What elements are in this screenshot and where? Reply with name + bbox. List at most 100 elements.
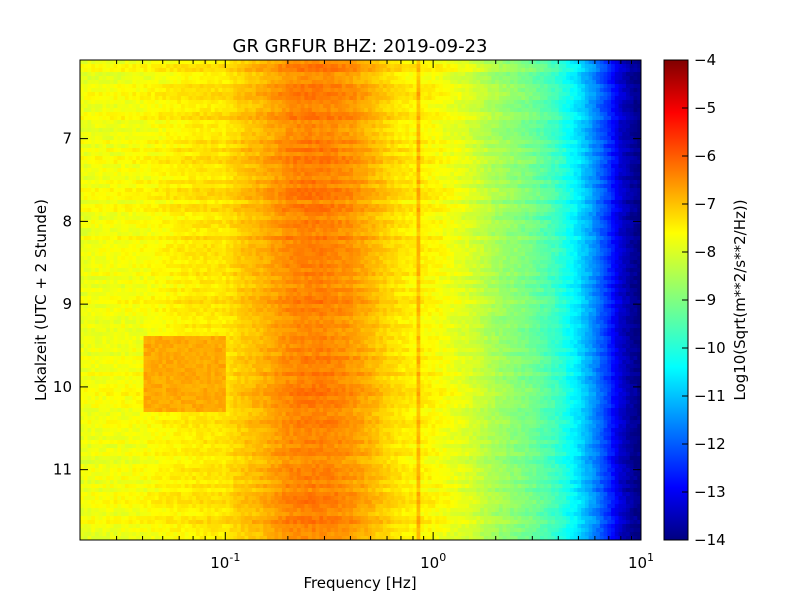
- heatmap-cell: [143, 128, 148, 133]
- heatmap-cell: [154, 304, 160, 309]
- heatmap-cell: [210, 188, 216, 193]
- heatmap-cell: [83, 68, 89, 73]
- heatmap-cell: [106, 412, 111, 417]
- heatmap-cell: [128, 328, 133, 333]
- heatmap-cell: [139, 120, 145, 125]
- heatmap-cell: [162, 280, 167, 285]
- heatmap-cell: [139, 464, 145, 469]
- heatmap-cell: [151, 512, 156, 517]
- heatmap-cell: [195, 68, 201, 73]
- heatmap-cell: [83, 324, 89, 329]
- heatmap-cell: [222, 384, 227, 389]
- heatmap-cell: [199, 376, 205, 381]
- heatmap-cell: [124, 128, 130, 133]
- heatmap-cell: [94, 468, 100, 473]
- heatmap-cell: [109, 420, 115, 425]
- heatmap-cell: [173, 476, 178, 481]
- heatmap-cell: [180, 80, 186, 85]
- heatmap-cell: [147, 300, 152, 305]
- heatmap-cell: [124, 416, 130, 421]
- heatmap-cell: [151, 152, 156, 157]
- heatmap-cell: [106, 184, 111, 189]
- heatmap-cell: [80, 148, 85, 153]
- heatmap-cell: [87, 172, 92, 177]
- heatmap-cell: [207, 364, 212, 369]
- heatmap-cell: [229, 276, 234, 281]
- heatmap-cell: [229, 392, 234, 397]
- heatmap-cell: [180, 152, 186, 157]
- heatmap-cell: [94, 180, 100, 185]
- heatmap-cell: [128, 108, 133, 113]
- heatmap-cell: [195, 332, 201, 337]
- heatmap-cell: [147, 308, 152, 313]
- heatmap-cell: [214, 216, 219, 221]
- heatmap-cell: [80, 376, 85, 381]
- heatmap-cell: [154, 124, 160, 129]
- heatmap-cell: [132, 124, 137, 129]
- heatmap-cell: [225, 280, 231, 285]
- heatmap-cell: [214, 284, 219, 289]
- heatmap-cell: [180, 324, 186, 329]
- heatmap-cell: [222, 252, 227, 257]
- heatmap-cell: [147, 268, 152, 273]
- heatmap-cell: [128, 196, 133, 201]
- heatmap-cell: [169, 180, 175, 185]
- heatmap-cell: [136, 268, 141, 273]
- heatmap-cell: [94, 120, 100, 125]
- heatmap-cell: [166, 460, 171, 465]
- heatmap-cell: [117, 252, 122, 257]
- heatmap-cell: [83, 468, 89, 473]
- heatmap-cell: [132, 372, 137, 377]
- heatmap-cell: [199, 60, 205, 65]
- heatmap-cell: [184, 504, 190, 509]
- heatmap-cell: [80, 532, 85, 537]
- heatmap-cell: [188, 380, 193, 385]
- heatmap-cell: [162, 332, 167, 337]
- heatmap-cell: [158, 156, 163, 161]
- heatmap-cell: [184, 524, 190, 529]
- heatmap-cell: [214, 116, 219, 121]
- heatmap-cell: [214, 92, 219, 97]
- heatmap-cell: [207, 176, 212, 181]
- heatmap-cell: [158, 492, 163, 497]
- heatmap-cell: [169, 228, 175, 233]
- heatmap-cell: [192, 244, 197, 249]
- heatmap-cell: [132, 228, 137, 233]
- heatmap-cell: [210, 364, 216, 369]
- heatmap-cell: [91, 232, 96, 237]
- heatmap-cell: [132, 220, 137, 225]
- heatmap-cell: [207, 68, 212, 73]
- heatmap-cell: [173, 364, 178, 369]
- heatmap-cell: [173, 460, 178, 465]
- heatmap-cell: [113, 504, 118, 509]
- heatmap-cell: [128, 440, 133, 445]
- heatmap-cell: [180, 376, 186, 381]
- heatmap-cell: [218, 80, 223, 85]
- heatmap-cell: [80, 232, 85, 237]
- heatmap-cell: [207, 132, 212, 137]
- heatmap-cell: [132, 492, 137, 497]
- heatmap-cell: [177, 508, 182, 513]
- heatmap-cell: [147, 392, 152, 397]
- heatmap-cell: [233, 136, 238, 141]
- heatmap-cell: [124, 360, 130, 365]
- heatmap-cell: [214, 184, 219, 189]
- heatmap-cell: [139, 92, 145, 97]
- heatmap-cell: [177, 168, 182, 173]
- heatmap-cell: [139, 84, 145, 89]
- heatmap-cell: [180, 352, 186, 357]
- heatmap-cell: [218, 464, 223, 469]
- heatmap-cell: [154, 272, 160, 277]
- heatmap-cell: [98, 344, 104, 349]
- heatmap-cell: [147, 92, 152, 97]
- heatmap-cell: [195, 432, 201, 437]
- heatmap-cell: [233, 124, 238, 129]
- heatmap-cell: [169, 372, 175, 377]
- heatmap-cell: [225, 516, 231, 521]
- heatmap-cell: [158, 72, 163, 77]
- heatmap-cell: [173, 344, 178, 349]
- heatmap-cell: [207, 436, 212, 441]
- heatmap-cell: [147, 68, 152, 73]
- heatmap-cell: [80, 444, 85, 449]
- heatmap-cell: [121, 272, 126, 277]
